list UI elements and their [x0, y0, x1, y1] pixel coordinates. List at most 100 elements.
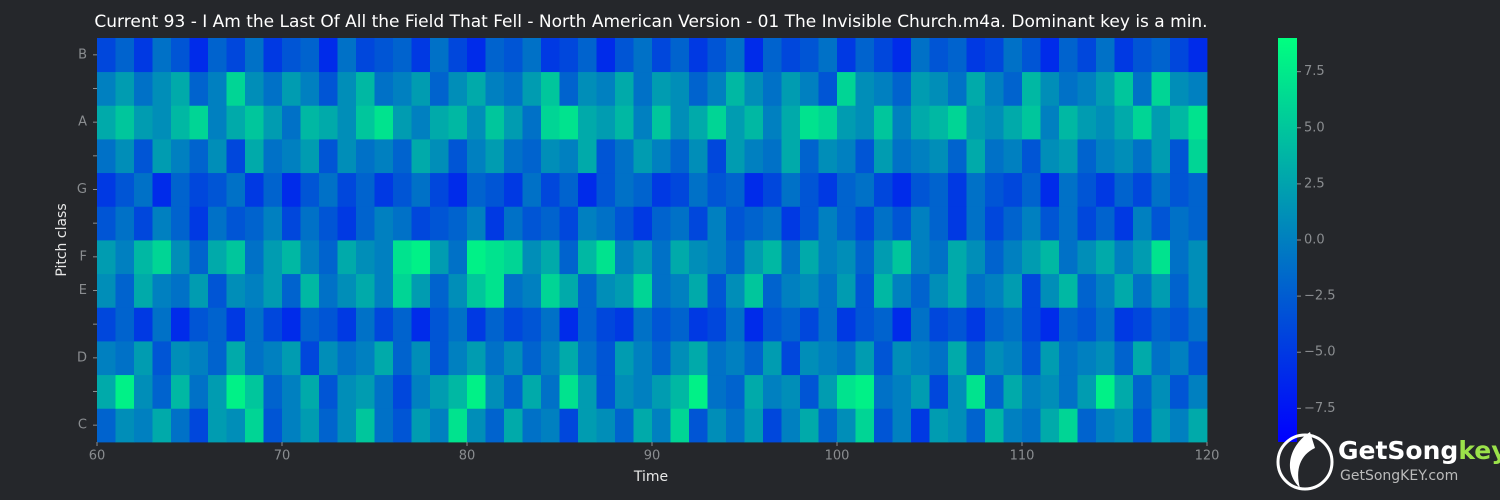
cell: [300, 240, 320, 275]
cell: [1188, 240, 1208, 275]
cell: [985, 71, 1004, 106]
cell: [1188, 172, 1208, 207]
cell: [1188, 374, 1208, 409]
cell: [596, 38, 616, 73]
cell: [1133, 408, 1152, 443]
cell: [985, 374, 1004, 409]
cell: [652, 71, 671, 106]
cell: [837, 206, 856, 241]
colorbar-tick-label: −5.0: [1304, 345, 1336, 360]
colorbar-tick-label: −2.5: [1304, 289, 1336, 304]
cell: [282, 408, 301, 443]
cell: [430, 172, 449, 207]
cell: [633, 71, 653, 106]
cell: [1096, 139, 1115, 174]
cell: [522, 38, 542, 73]
cell: [411, 206, 431, 241]
cell: [763, 71, 782, 106]
cell: [874, 139, 893, 174]
cell: [559, 172, 579, 207]
cell: [1077, 408, 1097, 443]
cell: [966, 139, 986, 174]
cell: [1096, 38, 1115, 73]
cell: [615, 273, 634, 308]
cell: [1170, 105, 1189, 140]
cell: [1022, 374, 1041, 409]
cell: [837, 408, 856, 443]
cell: [615, 105, 634, 140]
cell: [448, 341, 468, 376]
cell: [744, 408, 764, 443]
cell: [430, 408, 449, 443]
cell: [781, 273, 801, 308]
cell: [245, 71, 264, 106]
cell: [855, 408, 875, 443]
cell: [97, 273, 116, 308]
x-tick-label: 120: [1195, 449, 1220, 464]
cell: [763, 408, 782, 443]
cell: [1114, 307, 1134, 342]
cell: [1059, 172, 1078, 207]
cell: [393, 38, 412, 73]
cell: [948, 307, 967, 342]
cell: [726, 172, 745, 207]
cell: [596, 374, 616, 409]
cell: [208, 341, 227, 376]
cell: [707, 172, 727, 207]
cell: [763, 307, 782, 342]
cell: [855, 71, 875, 106]
cell: [1114, 408, 1134, 443]
cell: [467, 172, 486, 207]
cell: [152, 139, 172, 174]
cell: [985, 240, 1004, 275]
cell: [504, 172, 523, 207]
cell: [948, 240, 967, 275]
cell: [670, 341, 690, 376]
cell: [1059, 105, 1078, 140]
cell: [818, 341, 838, 376]
cell: [559, 307, 579, 342]
cell: [300, 341, 320, 376]
cell: [1077, 139, 1097, 174]
cell: [1188, 408, 1208, 443]
cell: [1170, 206, 1189, 241]
cell: [1077, 206, 1097, 241]
cell: [226, 105, 246, 140]
cell: [1151, 307, 1171, 342]
cell: [189, 71, 209, 106]
cell: [874, 341, 893, 376]
cell: [134, 408, 153, 443]
cell: [726, 341, 745, 376]
cell: [689, 172, 708, 207]
cell: [1133, 139, 1152, 174]
cell: [485, 38, 505, 73]
cell: [208, 307, 227, 342]
cell: [652, 240, 671, 275]
cell: [744, 139, 764, 174]
cell: [115, 273, 135, 308]
cell: [744, 105, 764, 140]
cell: [966, 408, 986, 443]
cell: [448, 307, 468, 342]
cell: [1096, 341, 1115, 376]
cell: [356, 374, 375, 409]
cell: [226, 71, 246, 106]
cell: [504, 105, 523, 140]
cell: [152, 105, 172, 140]
cell: [300, 206, 320, 241]
cell: [578, 408, 597, 443]
cell: [541, 408, 560, 443]
cell: [448, 374, 468, 409]
cell: [504, 341, 523, 376]
cell: [892, 273, 912, 308]
cell: [1151, 341, 1171, 376]
cell: [578, 206, 597, 241]
cell: [1003, 374, 1023, 409]
cell: [966, 273, 986, 308]
cell: [578, 139, 597, 174]
cell: [189, 139, 209, 174]
cell: [541, 273, 560, 308]
cell: [189, 273, 209, 308]
cell: [522, 273, 542, 308]
cell: [1040, 341, 1060, 376]
